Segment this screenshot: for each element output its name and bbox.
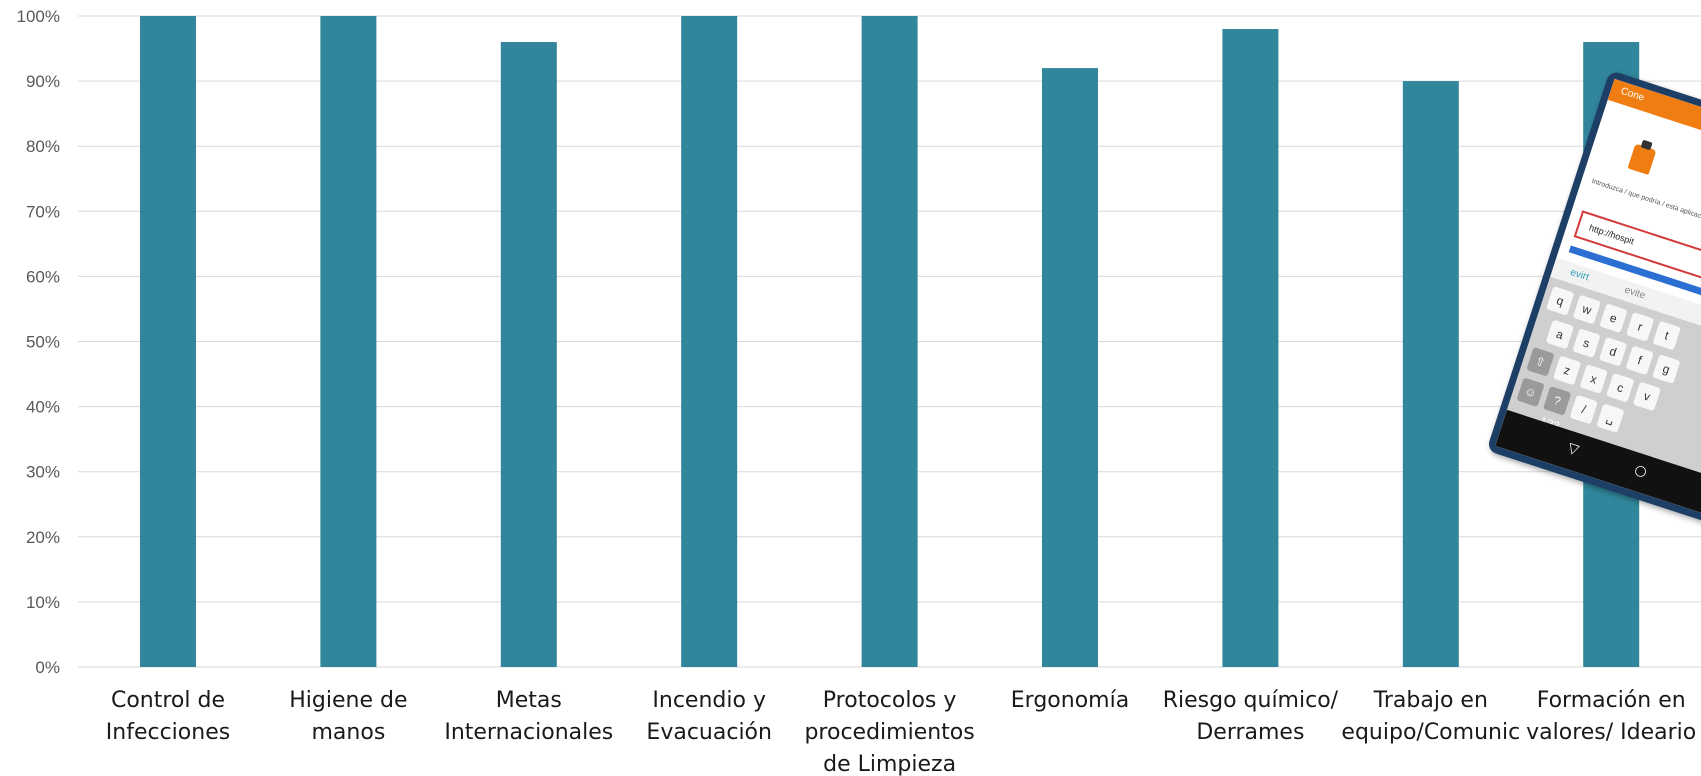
x-category-label: Internacionales xyxy=(444,720,613,745)
x-category-label: manos xyxy=(312,720,386,745)
y-tick-label: 70% xyxy=(26,202,60,221)
x-category-label: Higiene de xyxy=(289,688,407,713)
keyboard-key[interactable]: / xyxy=(1569,394,1598,425)
x-category-label: Formación en xyxy=(1537,688,1686,713)
home-nav-icon[interactable]: ○ xyxy=(1632,461,1649,481)
phone-header-text: Cone xyxy=(1619,85,1646,104)
x-category-label: Trabajo en xyxy=(1373,688,1488,713)
keyboard-key[interactable]: z xyxy=(1552,355,1582,386)
phone-url-value: http://hospit xyxy=(1587,222,1636,247)
x-category-label: Derrames xyxy=(1196,720,1304,745)
bar xyxy=(500,42,557,668)
keyboard-key[interactable]: w xyxy=(1572,294,1602,325)
y-tick-label: 40% xyxy=(26,398,60,417)
bars xyxy=(140,16,1640,668)
bar xyxy=(681,16,738,667)
x-category-label: Riesgo químico/ xyxy=(1163,688,1339,713)
x-category-label: Protocolos y xyxy=(823,688,957,713)
keyboard-key[interactable]: ␣ xyxy=(1596,403,1625,433)
x-category-label: equipo/Comunic xyxy=(1341,720,1520,745)
y-tick-label: 90% xyxy=(26,72,60,91)
bar xyxy=(1042,68,1098,667)
bar xyxy=(1402,81,1459,668)
keyboard-key[interactable]: t xyxy=(1652,320,1681,351)
x-category-label: de Limpieza xyxy=(823,752,956,776)
x-category-label: Control de xyxy=(111,688,225,713)
y-axis-ticks: 0% 10% 20% 30% 40% 50% 60% 70% 80% 90% 100% xyxy=(17,7,60,677)
keyboard-key[interactable]: r xyxy=(1625,312,1655,342)
phone-app-header: Cone xyxy=(1607,78,1701,189)
y-tick-label: 0% xyxy=(35,658,60,677)
keyboard-key[interactable]: s xyxy=(1572,328,1601,358)
keyboard-key[interactable]: q xyxy=(1546,286,1575,316)
keyboard-key[interactable]: c xyxy=(1606,372,1635,403)
bar xyxy=(140,16,196,667)
keyboard-key[interactable]: v xyxy=(1632,381,1662,412)
keyboard-key[interactable]: ?123 xyxy=(1538,386,1572,433)
y-tick-label: 10% xyxy=(26,593,60,612)
keyboard-key[interactable]: ⇧ xyxy=(1526,346,1555,377)
suggestion-item[interactable]: evirt xyxy=(1568,266,1591,284)
x-category-label: Infecciones xyxy=(106,720,230,745)
keyboard-row: ☺ ?123/␣ xyxy=(1515,377,1625,433)
back-nav-icon[interactable]: ▽ xyxy=(1565,439,1582,459)
bar xyxy=(1222,29,1279,667)
x-category-label: valores/ Ideario xyxy=(1526,720,1696,745)
keyboard-key[interactable]: e xyxy=(1599,303,1628,334)
x-category-label: Ergonomía xyxy=(1011,688,1129,713)
keyboard-key[interactable]: x xyxy=(1579,364,1608,394)
keyboard-key[interactable]: g xyxy=(1652,354,1681,384)
keyboard-key[interactable]: ☺ xyxy=(1516,377,1545,408)
x-axis-labels: Control de Infecciones Higiene de manos Meta… xyxy=(106,688,1696,776)
app-logo-icon xyxy=(1627,143,1657,176)
bar xyxy=(320,16,377,667)
y-tick-label: 80% xyxy=(26,137,60,156)
x-category-label: Evacuación xyxy=(646,720,772,745)
x-category-label: Metas xyxy=(496,688,562,713)
keyboard-key[interactable]: f xyxy=(1625,345,1654,376)
x-category-label: Incendio y xyxy=(652,688,766,713)
y-tick-label: 20% xyxy=(26,528,60,547)
bar xyxy=(861,16,918,667)
y-tick-label: 60% xyxy=(26,267,60,286)
y-tick-label: 30% xyxy=(26,463,60,482)
keyboard-row: ⇧ z x c v xyxy=(1525,346,1662,412)
suggestion-item[interactable]: evite xyxy=(1623,284,1647,302)
keyboard-key[interactable]: d xyxy=(1598,336,1628,367)
keyboard-key[interactable]: a xyxy=(1545,319,1574,350)
y-tick-label: 100% xyxy=(17,7,60,26)
x-category-label: procedimientos xyxy=(804,720,974,745)
y-tick-label: 50% xyxy=(26,333,60,352)
